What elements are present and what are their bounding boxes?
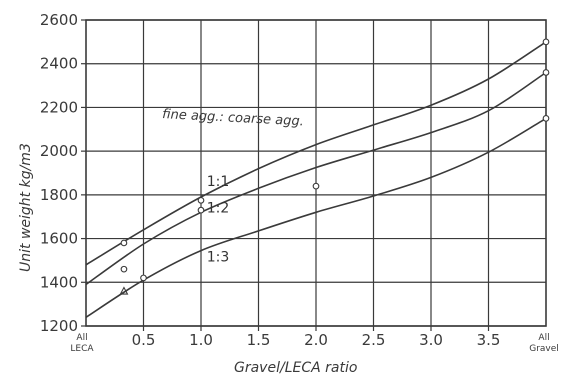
series-label-1-1: 1:1 [207,174,230,190]
data-point-marker [120,239,128,247]
series-line-1-1 [85,41,547,266]
x-end-label-left: LECA [70,344,94,354]
annotation-label: fine agg.: coarse agg. [162,107,304,129]
x-tick-label: 2.5 [362,331,386,349]
y-tick-label: 2000 [40,142,78,160]
y-tick-label: 2600 [40,11,78,29]
grid-layer [85,19,547,327]
x-tick-label: 0.5 [132,331,156,349]
y-tick-label: 2400 [40,55,78,73]
data-point-marker [119,286,129,295]
data-point-marker [197,206,205,214]
x-end-label-right: All [538,333,549,343]
data-point-marker [542,115,550,122]
y-tick-label: 1600 [40,230,78,248]
data-point-marker [140,274,147,282]
y-tick-label: 1200 [40,317,78,335]
data-point-marker [197,196,205,204]
y-tick-label: 2200 [40,98,78,116]
marker-layer [119,38,550,295]
label-layer: 1:1 1:2 1:3 [207,174,230,265]
x-tick-label: 1.5 [247,331,271,349]
x-tick-label: 2.0 [304,331,328,349]
data-point-marker [120,265,128,273]
x-end-label-right: Gravel [529,344,559,354]
data-point-marker [542,69,550,76]
y-tick-label: 1400 [40,273,78,291]
data-point-marker [312,182,320,190]
x-tick-label: 1.0 [189,331,213,349]
axis-layer: 1200 1400 1600 1800 2000 2200 2400 2600 0.5 1.0 1.… [40,11,559,354]
series-line-1-3 [85,117,547,318]
x-tick-label: 3.5 [477,331,501,349]
x-axis-label: Gravel/LECA ratio [234,360,357,376]
series-line-1-2 [85,71,547,286]
series-label-1-2: 1:2 [207,200,230,216]
x-tick-label: 3.0 [419,331,443,349]
y-tick-label: 1800 [40,186,78,204]
x-end-label-left: All [76,333,87,343]
series-label-1-3: 1:3 [207,250,230,266]
y-axis-label: Unit weight kg/m3 [18,143,34,272]
data-point-marker [542,38,550,46]
series-layer [85,41,547,318]
